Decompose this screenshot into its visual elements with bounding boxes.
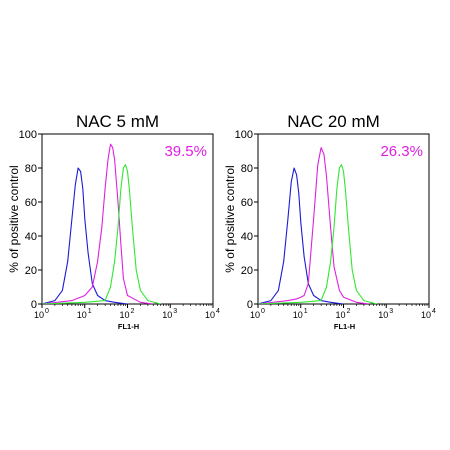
y-tick-label: 20 [241, 265, 253, 277]
x-tick-exponent: 0 [45, 308, 49, 315]
panel-title: NAC 20 mM [287, 112, 380, 131]
y-tick-label: 100 [235, 129, 253, 141]
x-tick-label: 10 [250, 310, 260, 320]
panel-title: NAC 5 mM [76, 112, 159, 131]
histogram-line-magenta [42, 143, 154, 304]
x-tick-exponent: 4 [216, 308, 220, 315]
series-group [258, 147, 377, 304]
x-tick-exponent: 4 [432, 308, 436, 315]
y-tick-label: 0 [31, 299, 37, 311]
x-tick-exponent: 2 [131, 308, 135, 315]
x-tick-label: 10 [335, 310, 345, 320]
x-tick-label: 10 [421, 310, 431, 320]
y-tick-label: 60 [241, 197, 253, 209]
x-tick-exponent: 1 [88, 308, 92, 315]
y-tick-label: 40 [241, 231, 253, 243]
y-tick-label: 20 [25, 265, 37, 277]
x-tick-label: 10 [162, 310, 172, 320]
y-tick-label: 40 [25, 231, 37, 243]
x-axis-label: FL1-H [118, 322, 139, 331]
y-tick-label: 0 [247, 299, 253, 311]
percent-annotation: 26.3% [380, 143, 423, 160]
x-tick-label: 10 [119, 310, 129, 320]
x-tick-label: 10 [293, 310, 303, 320]
y-axis-label: % of positive control [223, 165, 237, 272]
x-tick-label: 10 [205, 310, 215, 320]
x-tick-exponent: 3 [389, 308, 393, 315]
y-tick-label: 80 [25, 163, 37, 175]
y-tick-label: 100 [19, 129, 37, 141]
series-group [42, 143, 161, 304]
x-axis-label: FL1-H [334, 322, 355, 331]
x-tick-label: 10 [378, 310, 388, 320]
x-tick-exponent: 2 [347, 308, 351, 315]
x-tick-exponent: 0 [261, 308, 265, 315]
histogram-line-magenta [258, 147, 370, 304]
x-tick-exponent: 3 [173, 308, 177, 315]
x-tick-label: 10 [77, 310, 87, 320]
histogram-line-green [42, 164, 161, 304]
histogram-line-green [258, 164, 377, 304]
y-axis-label: % of positive control [7, 165, 21, 272]
y-tick-label: 60 [25, 197, 37, 209]
histogram-line-blue [42, 167, 128, 304]
y-tick-label: 80 [241, 163, 253, 175]
x-tick-label: 10 [34, 310, 44, 320]
percent-annotation: 39.5% [164, 143, 207, 160]
x-tick-exponent: 1 [304, 308, 308, 315]
histogram-line-blue [258, 167, 344, 304]
